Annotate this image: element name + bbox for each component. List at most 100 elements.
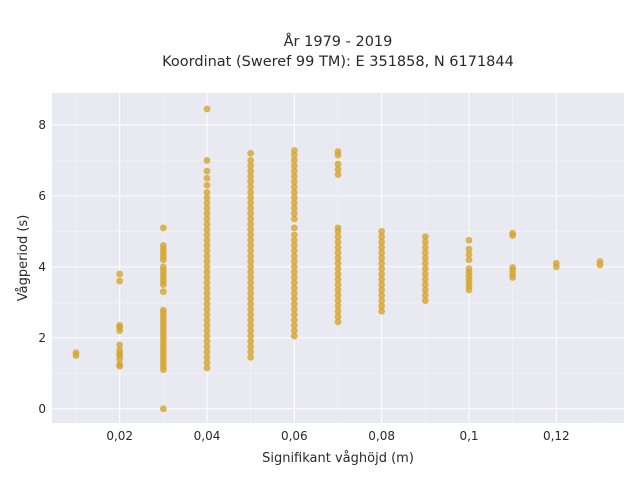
data-point: [247, 268, 255, 276]
data-point: [421, 265, 429, 273]
data-point: [334, 249, 342, 257]
data-point: [203, 337, 211, 345]
data-point: [247, 231, 255, 239]
data-point: [334, 291, 342, 299]
data-point: [421, 270, 429, 278]
data-point: [334, 243, 342, 251]
data-point: [290, 258, 298, 265]
y-tick-label: 0: [38, 402, 46, 416]
data-point: [203, 327, 211, 335]
data-point: [247, 274, 255, 281]
data-point: [247, 157, 255, 164]
data-point: [203, 174, 211, 182]
data-point: [290, 247, 298, 255]
data-point: [247, 337, 255, 345]
y-tick-labels: 0 2 4 6 8: [38, 118, 46, 416]
data-point: [159, 288, 167, 296]
data-point: [203, 364, 211, 372]
data-point: [290, 172, 298, 180]
data-point: [203, 258, 211, 265]
data-point: [247, 220, 255, 228]
data-point: [247, 215, 255, 223]
data-point: [290, 224, 298, 232]
data-point: [290, 327, 298, 335]
data-point: [247, 242, 255, 249]
data-point: [290, 204, 298, 212]
data-point: [247, 188, 255, 196]
data-point: [116, 322, 124, 329]
data-point: [421, 243, 429, 251]
data-point: [334, 297, 342, 304]
data-point: [247, 311, 255, 319]
data-point: [421, 297, 429, 304]
x-tick-label: 0,08: [368, 429, 395, 443]
data-point: [552, 259, 560, 267]
data-point: [247, 327, 255, 335]
x-axis-label: Signifikant våghöjd (m): [262, 451, 414, 466]
data-point: [421, 238, 429, 246]
data-point: [378, 254, 386, 262]
data-point: [378, 270, 386, 278]
data-point: [290, 311, 298, 319]
data-point: [290, 306, 298, 313]
data-point: [247, 306, 255, 313]
data-point: [290, 183, 298, 191]
data-point: [203, 105, 211, 113]
data-point: [290, 157, 298, 164]
data-point: [203, 204, 211, 212]
data-point: [203, 311, 211, 319]
data-point: [203, 353, 211, 361]
data-point: [247, 316, 255, 324]
data-point: [290, 215, 298, 223]
data-point: [290, 316, 298, 324]
data-point: [247, 236, 255, 244]
data-point: [116, 361, 124, 368]
data-point: [334, 254, 342, 262]
data-point: [378, 233, 386, 241]
data-point: [334, 313, 342, 320]
data-point: [378, 302, 386, 310]
data-point: [465, 245, 473, 253]
y-tick-label: 2: [38, 331, 46, 345]
data-point: [290, 188, 298, 196]
data-point: [290, 284, 298, 292]
data-point: [203, 263, 211, 271]
data-point: [203, 322, 211, 329]
data-point: [247, 178, 255, 186]
data-point: [203, 274, 211, 281]
data-point: [203, 300, 211, 308]
data-point: [290, 162, 298, 170]
data-point: [203, 231, 211, 239]
data-point: [203, 167, 211, 175]
data-point: [378, 238, 386, 246]
data-point: [378, 286, 386, 294]
data-point: [203, 306, 211, 313]
data-point: [465, 265, 473, 273]
data-point: [203, 157, 211, 164]
data-point: [290, 194, 298, 202]
data-point: [203, 210, 211, 218]
data-point: [116, 341, 124, 349]
data-point: [203, 188, 211, 196]
data-point: [290, 300, 298, 308]
data-point: [290, 147, 298, 154]
data-point: [203, 236, 211, 244]
data-point: [247, 194, 255, 202]
data-point: [247, 284, 255, 292]
data-point: [247, 322, 255, 329]
data-point: [334, 238, 342, 246]
x-tick-label: 0,1: [459, 429, 478, 443]
y-tick-label: 4: [38, 260, 46, 274]
data-point: [378, 243, 386, 251]
data-point: [247, 258, 255, 265]
data-point: [203, 242, 211, 249]
chart-title: År 1979 - 2019: [284, 33, 393, 50]
data-point: [334, 224, 342, 232]
data-point: [203, 284, 211, 292]
data-point: [378, 281, 386, 289]
data-point: [290, 236, 298, 244]
data-point: [421, 249, 429, 257]
data-point: [116, 277, 124, 285]
